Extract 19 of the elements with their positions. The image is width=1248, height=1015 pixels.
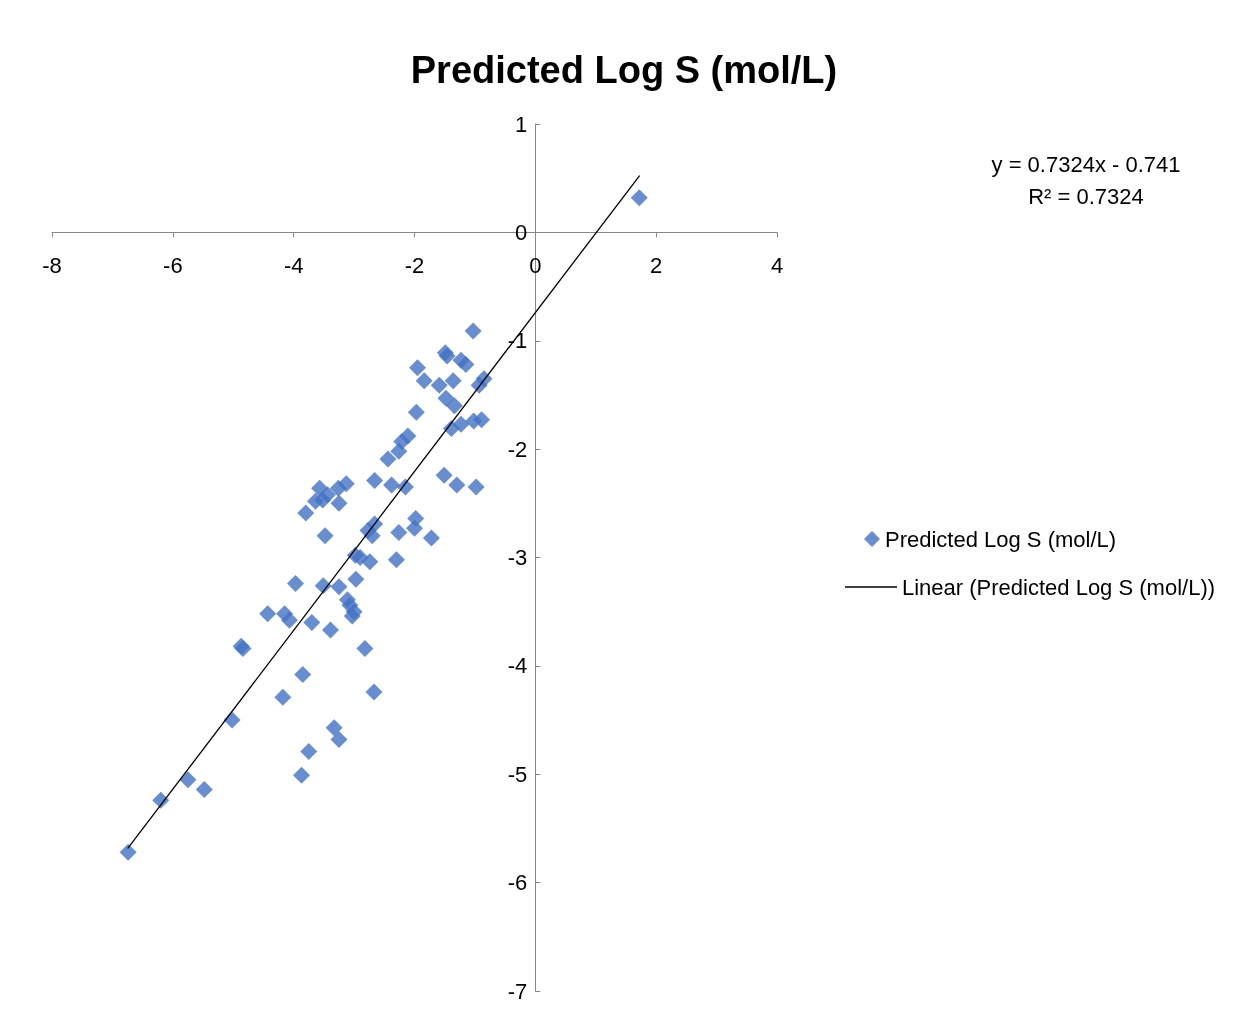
x-tick-label: 2 xyxy=(650,252,663,278)
chart-title: Predicted Log S (mol/L) xyxy=(410,49,838,91)
y-tick-label: -3 xyxy=(507,545,528,570)
y-tick-label: 0 xyxy=(515,219,528,245)
x-tick-label: -8 xyxy=(42,252,62,278)
legend-label: Linear (Predicted Log S (mol/L)) xyxy=(902,574,1216,600)
x-tick-label: 4 xyxy=(770,252,784,278)
x-tick-label: -4 xyxy=(283,252,304,278)
y-tick-label: -7 xyxy=(507,978,528,1004)
y-tick-label: -6 xyxy=(507,870,528,896)
y-tick-label: -2 xyxy=(507,436,528,462)
y-tick-label: 1 xyxy=(515,111,528,137)
legend-label: Predicted Log S (mol/L) xyxy=(885,526,1117,552)
y-tick-label: -5 xyxy=(507,761,528,787)
y-tick-label: -4 xyxy=(507,653,528,679)
x-tick-label: -6 xyxy=(163,252,183,278)
text: R² = 0.7324 xyxy=(1028,183,1144,209)
text: y = 0.7324x - 0.741 xyxy=(991,151,1181,177)
x-tick-label: -2 xyxy=(404,252,425,278)
